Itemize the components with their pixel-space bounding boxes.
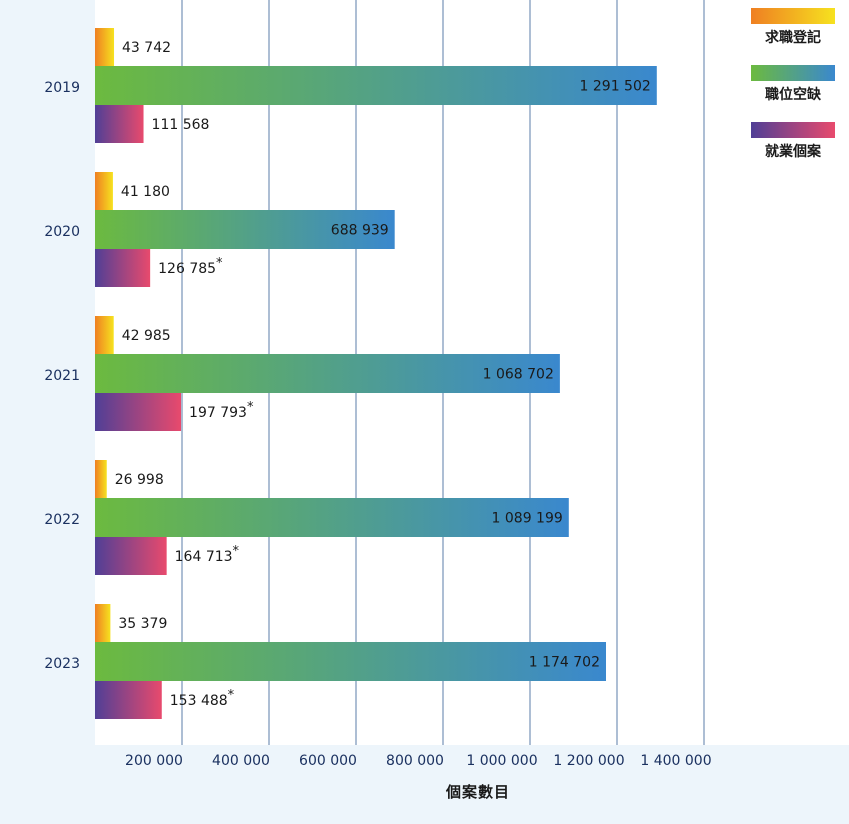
bar-求職登記-2022 — [95, 460, 107, 498]
legend-swatch-職位空缺 — [751, 65, 835, 81]
value-label-就業個案-2021: 197 793* — [189, 400, 254, 421]
x-tick-labels: 200 000 400 000 600 000 800 000 1 000 000 1 2… — [125, 753, 712, 769]
category-label-2021: 2021 — [44, 368, 80, 384]
category-label-2020: 2020 — [44, 224, 80, 240]
bar-就業個案-2019 — [95, 105, 144, 143]
bar-職位空缺-2021 — [95, 354, 560, 393]
value-label-職位空缺-2019: 1 291 502 — [580, 79, 651, 95]
x-tick-label-1200000: 1 200 000 — [553, 753, 624, 769]
footnote-mark: * — [216, 256, 223, 271]
bar-求職登記-2023 — [95, 604, 111, 642]
value-labels: 43 742 1 291 502 111 568 41 180 688 939 126 7… — [115, 40, 651, 709]
legend-swatch-求職登記 — [751, 8, 835, 24]
category-label-2023: 2023 — [44, 656, 80, 672]
value-label-就業個案-2022: 164 713* — [175, 544, 240, 565]
x-tick-label-200000: 200 000 — [125, 753, 183, 769]
legend-label-職位空缺: 職位空缺 — [765, 86, 822, 103]
value-label-求職登記-2023: 35 379 — [118, 616, 167, 632]
bar-求職登記-2020 — [95, 172, 113, 210]
x-tick-label-600000: 600 000 — [299, 753, 357, 769]
bars — [95, 28, 657, 719]
value-label-就業個案-2020: 126 785* — [158, 256, 223, 277]
value-label-就業個案-2023: 153 488* — [170, 688, 235, 709]
x-axis-title: 個案數目 — [445, 783, 510, 801]
bar-職位空缺-2023 — [95, 642, 606, 681]
legend-swatch-就業個案 — [751, 122, 835, 138]
x-tick-label-400000: 400 000 — [212, 753, 270, 769]
bar-就業個案-2022 — [95, 537, 167, 575]
bar-就業個案-2023 — [95, 681, 162, 719]
category-labels: 2019 2020 2021 2022 2023 — [44, 80, 80, 672]
bar-職位空缺-2022 — [95, 498, 569, 537]
value-label-求職登記-2020: 41 180 — [121, 184, 170, 200]
legend-label-求職登記: 求職登記 — [765, 29, 821, 46]
value-label-職位空缺-2021: 1 068 702 — [483, 367, 554, 383]
value-label-職位空缺-2023: 1 174 702 — [529, 655, 600, 671]
category-label-2019: 2019 — [44, 80, 80, 96]
value-label-職位空缺-2022: 1 089 199 — [492, 511, 563, 527]
legend-label-就業個案: 就業個案 — [765, 143, 822, 160]
footnote-mark: * — [247, 400, 254, 415]
bar-就業個案-2020 — [95, 249, 151, 287]
bar-就業個案-2021 — [95, 393, 182, 431]
bar-求職登記-2019 — [95, 28, 115, 66]
x-tick-label-1000000: 1 000 000 — [466, 753, 537, 769]
x-tick-label-800000: 800 000 — [386, 753, 444, 769]
footnote-mark: * — [233, 544, 240, 559]
category-label-2022: 2022 — [44, 512, 80, 528]
bar-求職登記-2021 — [95, 316, 114, 354]
value-label-就業個案-2019: 111 568 — [152, 117, 210, 133]
value-label-求職登記-2021: 42 985 — [122, 328, 171, 344]
x-tick-label-1400000: 1 400 000 — [640, 753, 711, 769]
footnote-mark: * — [228, 688, 235, 703]
bar-職位空缺-2019 — [95, 66, 657, 105]
value-label-求職登記-2022: 26 998 — [115, 472, 164, 488]
bar-職位空缺-2020 — [95, 210, 395, 249]
value-label-求職登記-2019: 43 742 — [122, 40, 171, 56]
value-label-職位空缺-2020: 688 939 — [331, 223, 389, 239]
